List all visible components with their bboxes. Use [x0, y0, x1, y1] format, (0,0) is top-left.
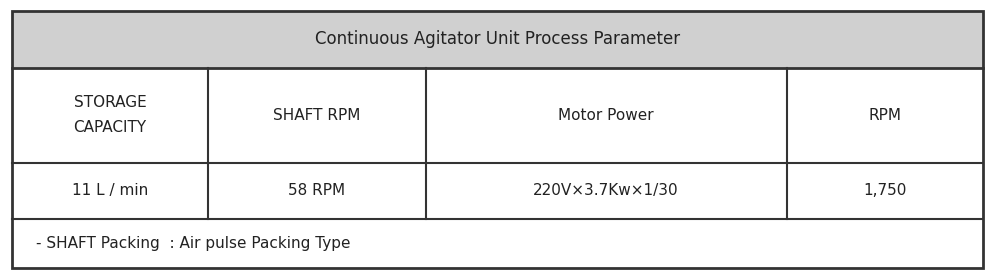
Bar	[12, 11, 982, 68]
Text: 58 RPM: 58 RPM	[288, 183, 345, 198]
Text: Continuous Agitator Unit Process Parameter: Continuous Agitator Unit Process Paramet…	[315, 30, 679, 48]
Bar	[12, 219, 982, 268]
Text: - SHAFT Packing  : Air pulse Packing Type: - SHAFT Packing : Air pulse Packing Type	[36, 236, 350, 251]
Bar	[786, 68, 982, 163]
Bar	[786, 163, 982, 219]
Text: STORAGE
CAPACITY: STORAGE CAPACITY	[74, 95, 146, 135]
Bar	[12, 68, 208, 163]
Bar	[425, 163, 786, 219]
Text: 1,750: 1,750	[863, 183, 906, 198]
Text: Motor Power: Motor Power	[558, 108, 653, 122]
Text: RPM: RPM	[868, 108, 901, 122]
Bar	[208, 68, 425, 163]
Text: 11 L / min: 11 L / min	[72, 183, 148, 198]
Bar	[12, 163, 208, 219]
Text: SHAFT RPM: SHAFT RPM	[273, 108, 361, 122]
Bar	[208, 163, 425, 219]
Bar	[425, 68, 786, 163]
Text: 220V×3.7Kw×1/30: 220V×3.7Kw×1/30	[533, 183, 678, 198]
